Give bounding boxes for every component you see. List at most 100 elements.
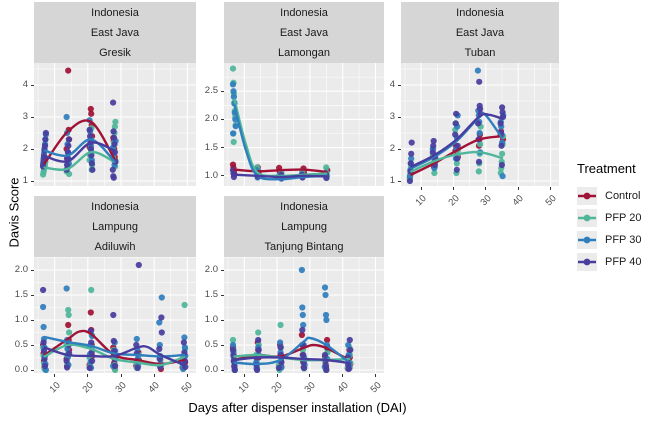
point-pfp40 (408, 150, 415, 157)
y-tick-label: 1.0 (204, 314, 218, 325)
y-tick (221, 118, 224, 120)
point-pfp40 (158, 314, 165, 321)
point-pfp40 (498, 142, 505, 149)
legend-item-pfp40: PFP 40 (577, 251, 642, 273)
point-pfp30 (63, 113, 70, 121)
point-pfp40 (110, 337, 117, 345)
facet-label: Indonesia (280, 200, 328, 213)
point-pfp40 (477, 105, 484, 113)
point-pfp40 (497, 120, 504, 127)
y-tick-label: 1.0 (14, 314, 28, 325)
y-tick-label: 2 (389, 143, 395, 154)
point-pfp40 (112, 362, 119, 370)
facet-label: Indonesia (280, 6, 328, 19)
point-pfp30 (229, 81, 237, 88)
point-pfp20 (477, 141, 484, 148)
y-tick-label: 2.0 (14, 264, 28, 275)
y-tick (221, 369, 224, 371)
point-pfp30 (181, 334, 188, 341)
y-tick-label: 0.0 (204, 364, 218, 375)
point-pfp20 (431, 169, 438, 177)
x-tick (54, 374, 56, 377)
point-pfp40 (254, 366, 261, 373)
point-pfp30 (299, 304, 306, 311)
point-pfp20 (66, 329, 73, 336)
point-pfp40 (65, 142, 72, 149)
y-tick (221, 294, 224, 296)
y-tick-label: 2.0 (204, 113, 218, 125)
point-pfp40 (275, 364, 282, 372)
facet-strip-tuban: Indonesia East Java Tuban (401, 2, 559, 63)
y-tick-label: 1 (22, 175, 28, 186)
x-tick (243, 374, 245, 377)
facet-label: East Java (90, 26, 140, 39)
point-pfp40 (430, 137, 437, 145)
smooth-line-control (233, 168, 328, 174)
point-pfp40 (180, 339, 187, 346)
point-pfp40 (110, 311, 117, 319)
x-tick (87, 374, 89, 377)
point-pfp20 (65, 306, 72, 314)
point-pfp40 (299, 326, 306, 334)
legend-item-pfp20: PFP 20 (577, 207, 642, 229)
legend-key-pfp30 (577, 231, 597, 249)
point-pfp20 (229, 336, 237, 344)
point-pfp40 (40, 339, 47, 346)
point-control (87, 105, 94, 113)
y-tick (398, 148, 401, 150)
legend-label-pfp40: PFP 40 (605, 256, 642, 268)
legend-item-pfp30: PFP 30 (577, 229, 642, 251)
point-pfp40 (300, 351, 307, 359)
point-control (88, 110, 95, 117)
point-pfp40 (475, 120, 482, 127)
y-tick (31, 84, 34, 86)
legend-title: Treatment (577, 161, 636, 176)
point-pfp40 (41, 142, 49, 149)
point-pfp40 (255, 336, 262, 344)
point-pfp40 (255, 346, 262, 354)
point-pfp20 (111, 123, 118, 130)
point-pfp40 (88, 160, 95, 167)
point-pfp40 (63, 357, 70, 365)
y-tick (31, 344, 34, 346)
legend-key-glyph-control (578, 192, 596, 200)
point-pfp30 (300, 321, 307, 329)
point-pfp40 (452, 131, 459, 138)
x-tick (550, 187, 552, 190)
point-pfp30 (299, 311, 306, 319)
point-pfp40 (65, 136, 72, 143)
legend-key-control (577, 187, 597, 205)
point-pfp40 (86, 126, 93, 133)
point-pfp20 (112, 118, 119, 125)
smooth-line-pfp30 (233, 336, 351, 366)
point-pfp20 (475, 168, 482, 175)
panel-adiluwih (34, 257, 196, 373)
x-tick-label: 50 (543, 193, 559, 209)
legend-label-control: Control (605, 190, 641, 202)
smooth-line-pfp20 (43, 343, 186, 367)
point-pfp30 (133, 335, 140, 343)
panel-gresik (34, 63, 196, 186)
smooth-line-control (43, 329, 186, 366)
point-pfp40 (42, 129, 49, 137)
facet-label: Gresik (99, 46, 131, 59)
x-tick-label: 40 (510, 193, 526, 209)
point-pfp40 (323, 366, 330, 373)
point-pfp40 (88, 339, 95, 346)
facet-label: Adiluwih (94, 240, 136, 253)
point-pfp30 (345, 341, 352, 349)
y-tick-label: 3 (22, 111, 28, 122)
point-pfp30 (181, 344, 188, 351)
point-pfp40 (475, 158, 483, 165)
facet-label: Tanjung Bintang (264, 240, 344, 253)
facet-label: East Java (455, 26, 505, 39)
y-tick-label: 0.5 (204, 339, 218, 350)
point-pfp40 (134, 364, 141, 372)
point-pfp40 (88, 152, 95, 159)
point-pfp40 (347, 346, 354, 354)
point-pfp40 (301, 364, 308, 372)
point-pfp30 (158, 294, 165, 301)
y-tick (31, 319, 34, 321)
point-pfp40 (40, 286, 47, 294)
